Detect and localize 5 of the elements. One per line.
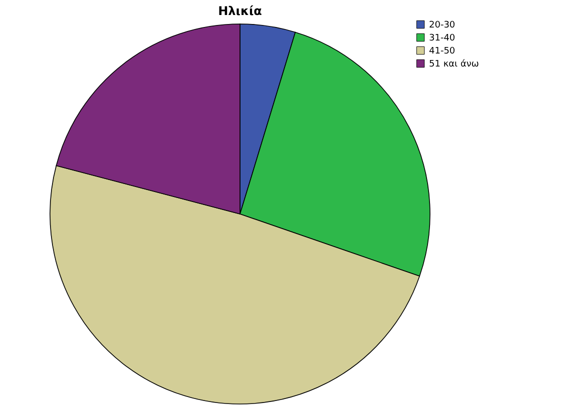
legend-label: 20-30 xyxy=(429,20,456,30)
legend-label: 41-50 xyxy=(429,46,456,56)
chart-title: Ηλικία xyxy=(218,4,262,18)
legend-label: 31-40 xyxy=(429,34,456,44)
legend-label: 51 και άνω xyxy=(429,58,479,70)
